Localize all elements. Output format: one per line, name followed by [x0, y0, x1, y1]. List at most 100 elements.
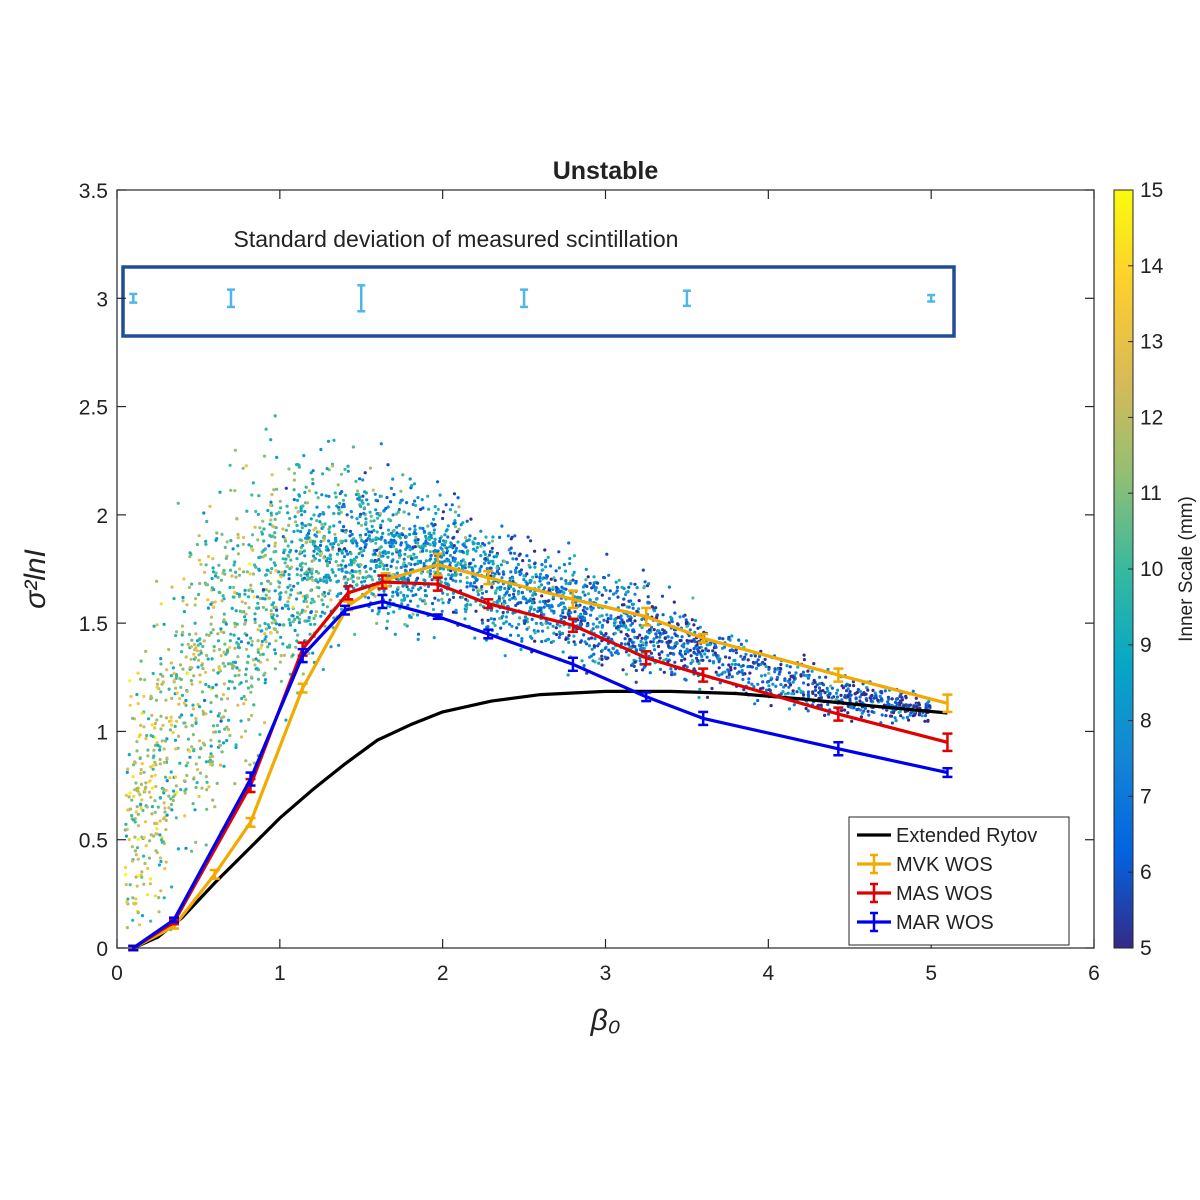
scatter-point	[379, 494, 383, 498]
scatter-point	[569, 611, 573, 615]
scatter-point	[138, 733, 142, 737]
scatter-point	[585, 584, 589, 589]
scatter-point	[260, 639, 264, 644]
scatter-point	[236, 642, 241, 647]
scatter-point	[546, 599, 550, 603]
scatter-point	[398, 552, 402, 556]
scatter-point	[616, 615, 620, 620]
scatter-point	[465, 539, 469, 543]
scatter-point	[183, 814, 187, 818]
scatter-point	[744, 639, 749, 643]
scatter-point	[867, 713, 871, 717]
scatter-point	[292, 584, 296, 588]
scatter-point	[236, 532, 240, 537]
scatter-point	[320, 598, 324, 602]
scatter-point	[321, 592, 325, 596]
scatter-point	[499, 626, 503, 630]
scatter-point	[413, 524, 417, 528]
scatter-point	[320, 552, 324, 556]
scatter-point	[525, 627, 529, 631]
scatter-point	[426, 570, 430, 574]
scatter-point	[635, 586, 639, 590]
scatter-point	[143, 820, 148, 824]
scatter-point	[131, 859, 135, 863]
scatter-point	[194, 716, 198, 721]
scatter-point	[786, 691, 790, 695]
scatter-point	[600, 654, 604, 658]
scatter-point	[191, 733, 195, 737]
scatter-point	[791, 680, 795, 684]
scatter-point	[374, 536, 378, 540]
scatter-point	[426, 524, 430, 528]
scatter-point	[190, 638, 194, 642]
scatter-point	[444, 503, 448, 507]
scatter-point	[314, 547, 318, 551]
scatter-point	[555, 590, 559, 595]
scatter-point	[204, 843, 208, 847]
scatter-point	[713, 651, 717, 655]
scatter-point	[344, 530, 348, 534]
scatter-point	[327, 539, 331, 543]
scatter-point	[290, 540, 294, 544]
scatter-point	[252, 595, 256, 599]
scatter-point	[590, 636, 594, 640]
scatter-point	[291, 653, 295, 657]
scatter-point	[573, 610, 577, 614]
scatter-point	[419, 571, 423, 575]
scatter-point	[457, 527, 461, 531]
scatter-point	[194, 785, 198, 790]
scatter-point	[193, 621, 197, 625]
scatter-point	[727, 636, 731, 640]
scatter-point	[495, 553, 499, 557]
scatter-point	[181, 599, 185, 603]
scatter-point	[870, 693, 874, 698]
scatter-point	[478, 569, 482, 573]
scatter-point	[420, 544, 424, 548]
scatter-point	[529, 607, 533, 611]
scatter-point	[261, 596, 265, 601]
scatter-point	[211, 685, 215, 690]
scatter-point	[369, 567, 373, 571]
scatter-point	[148, 839, 152, 843]
scatter-point	[270, 567, 274, 571]
scatter-point	[878, 694, 882, 699]
scatter-point	[268, 533, 272, 538]
scatter-point	[258, 555, 262, 559]
scatter-point	[253, 612, 257, 616]
scatter-point	[394, 590, 399, 594]
scatter-point	[558, 632, 562, 637]
scatter-point	[460, 595, 464, 599]
scatter-point	[850, 719, 854, 723]
scatter-point	[148, 882, 152, 886]
scatter-point	[714, 653, 719, 658]
scatter-point	[262, 454, 267, 458]
scatter-point	[528, 635, 533, 639]
scatter-point	[773, 670, 777, 674]
scatter-point	[269, 582, 273, 586]
scatter-point	[468, 584, 472, 588]
scatter-point	[342, 525, 346, 529]
scatter-point	[152, 754, 156, 758]
scatter-point	[399, 591, 403, 595]
scatter-point	[213, 805, 217, 809]
scatter-point	[319, 447, 323, 452]
scatter-point	[355, 544, 359, 548]
scatter-point	[311, 469, 315, 473]
scatter-point	[856, 688, 860, 692]
scatter-point	[179, 677, 183, 682]
scatter-point	[546, 621, 550, 625]
scatter-point	[218, 743, 222, 748]
scatter-point	[358, 571, 362, 575]
scatter-point	[616, 595, 620, 599]
scatter-point	[449, 576, 453, 581]
scatter-point	[162, 622, 166, 626]
scatter-point	[549, 564, 553, 568]
scatter-point	[486, 618, 490, 623]
scatter-point	[369, 519, 373, 523]
scatter-point	[244, 679, 248, 683]
scatter-point	[167, 794, 171, 798]
scatter-point	[705, 643, 709, 647]
scatter-point	[274, 605, 278, 610]
scatter-point	[697, 695, 701, 700]
scatter-point	[352, 557, 356, 561]
